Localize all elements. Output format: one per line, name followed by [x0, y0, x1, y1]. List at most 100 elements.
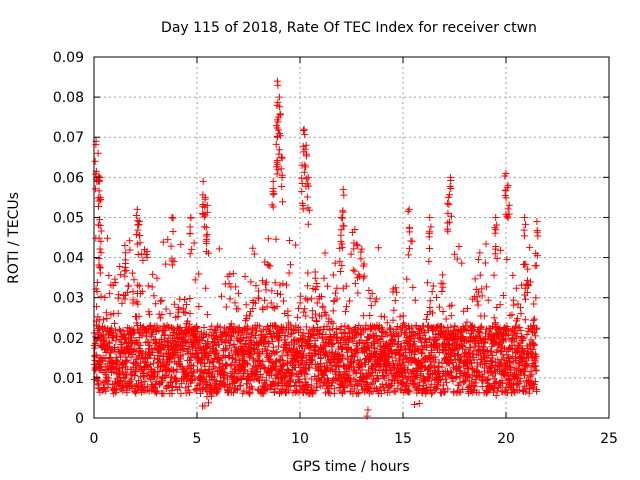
data-point [126, 246, 134, 254]
data-point [448, 301, 456, 309]
data-point [301, 145, 309, 153]
data-point [250, 250, 258, 258]
x-tick-label: 10 [291, 431, 309, 447]
data-point [255, 294, 263, 302]
data-point [302, 323, 310, 331]
data-point [353, 240, 361, 248]
data-point [513, 364, 521, 372]
data-point [493, 303, 501, 311]
data-point [359, 312, 367, 320]
data-point [269, 304, 277, 312]
data-point [278, 183, 286, 191]
data-point [204, 311, 212, 319]
data-point [499, 291, 507, 299]
data-point [360, 260, 368, 268]
data-point [177, 240, 185, 248]
data-point [253, 372, 261, 380]
data-point [292, 357, 300, 365]
y-tick-label: 0.05 [53, 210, 84, 226]
data-point [185, 332, 193, 340]
data-point [367, 380, 375, 388]
data-point [272, 235, 280, 243]
data-point [484, 296, 492, 304]
data-point [279, 361, 287, 369]
data-point [520, 260, 528, 268]
data-point [191, 375, 199, 383]
data-point [298, 187, 306, 195]
data-point [341, 329, 349, 337]
data-point [473, 362, 481, 370]
data-point [337, 231, 345, 239]
data-point [338, 244, 346, 252]
data-point [271, 279, 279, 287]
data-point [263, 303, 271, 311]
data-point [190, 362, 198, 370]
data-point [513, 370, 521, 378]
data-point [301, 131, 309, 139]
data-point [269, 337, 277, 345]
data-point [274, 380, 282, 388]
data-point [453, 255, 461, 263]
x-tick-label: 15 [394, 431, 412, 447]
data-point [516, 377, 524, 385]
data-point [94, 149, 102, 157]
data-point [312, 343, 320, 351]
data-point [123, 356, 131, 364]
data-point [119, 387, 127, 395]
data-point [483, 377, 491, 385]
data-point [425, 228, 433, 236]
data-point [131, 368, 139, 376]
data-point [112, 388, 120, 396]
data-point [97, 227, 105, 235]
data-point [209, 370, 217, 378]
data-point [304, 220, 312, 228]
data-point [97, 249, 105, 257]
data-point [262, 376, 270, 384]
data-point [399, 312, 407, 320]
data-point [497, 246, 505, 254]
data-point [429, 282, 437, 290]
data-point [166, 378, 174, 386]
data-point [152, 300, 160, 308]
data-point [344, 323, 352, 331]
data-point [360, 274, 368, 282]
x-axis-label: GPS time / hours [292, 459, 409, 475]
data-point [248, 329, 256, 337]
data-point [339, 352, 347, 360]
data-point [338, 344, 346, 352]
data-point [503, 255, 511, 263]
data-point [391, 388, 399, 396]
data-point [282, 281, 290, 289]
data-point [377, 390, 385, 398]
data-point [244, 360, 252, 368]
data-point [526, 278, 534, 286]
data-point [246, 377, 254, 385]
data-point [274, 290, 282, 298]
data-point [446, 302, 454, 310]
data-point [187, 354, 195, 362]
data-point [395, 332, 403, 340]
data-point [182, 300, 190, 308]
data-point [183, 364, 191, 372]
data-point [471, 375, 479, 383]
data-point [141, 377, 149, 385]
data-point [347, 250, 355, 258]
data-point [273, 302, 281, 310]
data-point [302, 141, 310, 149]
data-point [262, 278, 270, 286]
data-point [532, 262, 540, 270]
data-point [426, 245, 434, 253]
data-point [280, 297, 288, 305]
data-point [229, 389, 237, 397]
data-point [143, 329, 151, 337]
data-point [510, 301, 518, 309]
data-point [523, 330, 531, 338]
data-point [491, 229, 499, 237]
data-point [425, 336, 433, 344]
data-point [348, 357, 356, 365]
data-point [273, 124, 281, 132]
data-point [206, 326, 214, 334]
data-point [224, 376, 232, 384]
data-point [532, 352, 540, 360]
data-point [252, 282, 260, 290]
